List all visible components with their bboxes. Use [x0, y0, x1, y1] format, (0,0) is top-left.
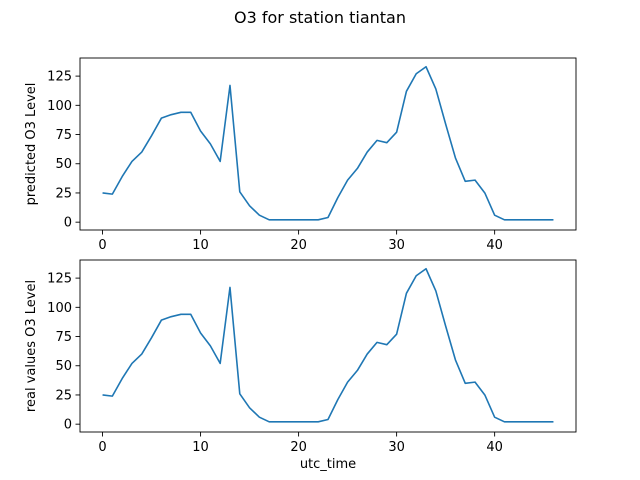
y-tick-label: 100 — [47, 301, 72, 316]
x-tick-label: 10 — [192, 440, 209, 455]
figure-title: O3 for station tiantan — [234, 8, 406, 27]
bottom-subplot-real-values: 0 10 20 30 40 0 25 50 75 100 125 real values O3 Lev… — [24, 259, 577, 472]
y-tick-label: 0 — [64, 418, 72, 433]
y-tick-label: 100 — [47, 99, 72, 114]
y-tick-label: 75 — [55, 128, 72, 143]
y-tick-label: 125 — [47, 272, 72, 287]
x-tick-label: 20 — [290, 238, 307, 253]
x-tick-label: 40 — [486, 238, 503, 253]
y-tick-label: 25 — [55, 388, 72, 403]
y-tick-label: 125 — [47, 70, 72, 85]
series-line-0 — [102, 267, 554, 423]
x-tick-label: 20 — [290, 440, 307, 455]
y-tick-label: 75 — [55, 330, 72, 345]
series-line-0 — [102, 65, 554, 221]
y-tick-label: 0 — [64, 216, 72, 231]
x-tick-label: 0 — [98, 238, 106, 253]
x-tick-label: 10 — [192, 238, 209, 253]
y-tick-label: 25 — [55, 186, 72, 201]
x-tick-label: 40 — [486, 440, 503, 455]
y-axis-label: predicted O3 Level — [24, 83, 39, 206]
y-tick-label: 50 — [55, 157, 72, 172]
x-tick-label: 30 — [388, 440, 405, 455]
y-axis-label: real values O3 Level — [24, 280, 39, 412]
x-tick-label: 30 — [388, 238, 405, 253]
axes-frame — [79, 57, 577, 231]
axes-frame — [79, 259, 577, 433]
y-tick-label: 50 — [55, 359, 72, 374]
top-subplot-predicted: 0 10 20 30 40 0 25 50 75 100 125 predicted O3 Level — [24, 57, 577, 253]
x-axis-label: utc_time — [300, 457, 356, 472]
x-tick-label: 0 — [98, 440, 106, 455]
